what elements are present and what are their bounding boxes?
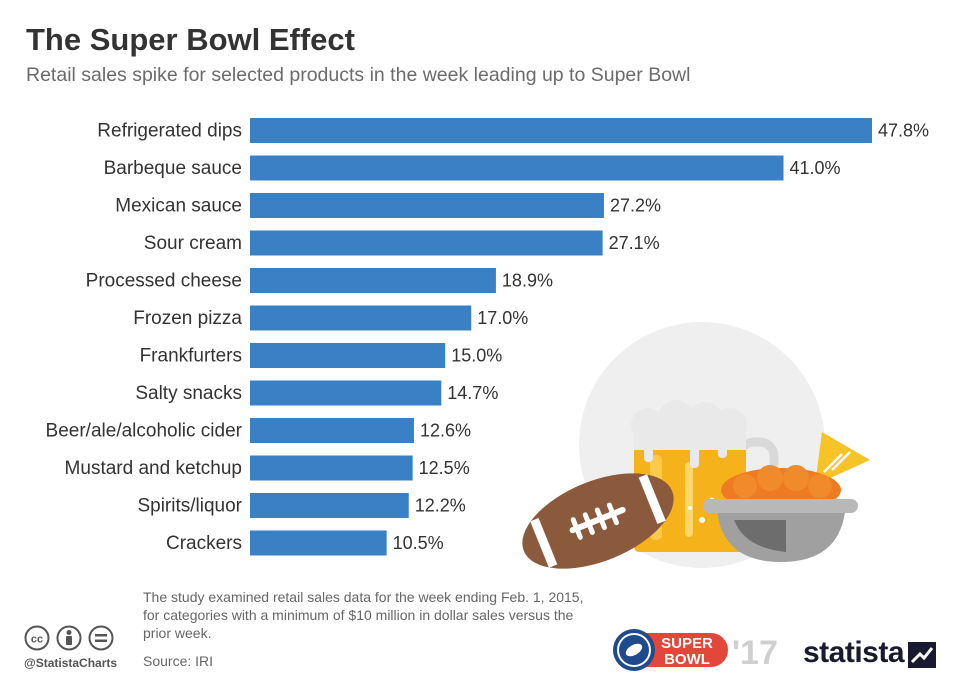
category-label: Crackers: [166, 533, 242, 554]
license-icons[interactable]: cc: [24, 625, 124, 653]
category-label: Salty snacks: [135, 383, 242, 404]
value-label: 17.0%: [477, 308, 528, 328]
category-label: Mexican sauce: [115, 196, 242, 217]
category-label: Sour cream: [144, 233, 242, 254]
bar: [250, 305, 472, 331]
statista-logo[interactable]: statista: [803, 636, 905, 669]
value-label: 47.8%: [878, 121, 929, 141]
category-label: Mustard and ketchup: [65, 458, 242, 479]
by-icon: [56, 625, 82, 651]
bar: [250, 380, 442, 406]
category-label: Frozen pizza: [133, 308, 242, 329]
value-label: 15.0%: [451, 346, 502, 366]
page-title: The Super Bowl Effect: [26, 22, 355, 57]
svg-text:BOWL: BOWL: [664, 651, 710, 668]
nd-icon: [88, 625, 114, 651]
nacho-chip-icon: [815, 432, 870, 485]
value-label: 12.5%: [419, 458, 470, 478]
value-label: 12.6%: [420, 421, 471, 441]
value-label: 27.1%: [609, 233, 660, 253]
bar: [250, 418, 414, 443]
twitter-handle[interactable]: @StatistaCharts: [24, 656, 118, 670]
bar: [250, 268, 496, 293]
page-subtitle: Retail sales spike for selected products…: [26, 64, 691, 86]
value-label: 41.0%: [790, 158, 841, 178]
value-label: 12.2%: [415, 496, 466, 516]
chips-bowl-icon: [703, 465, 858, 562]
bar-chart: Refrigerated dips 47.8% Barbeque sauce 41.0…: [46, 118, 929, 556]
bar: [250, 155, 784, 181]
statista-mark-icon: [908, 642, 936, 668]
footnote: The study examined retail sales data for…: [143, 589, 584, 641]
bar: [250, 530, 387, 556]
category-label: Barbeque sauce: [104, 158, 242, 179]
bar: [250, 230, 603, 256]
super-bowl-year: '17: [732, 634, 778, 672]
bar: [250, 343, 446, 368]
value-label: 27.2%: [610, 196, 661, 216]
bar: [250, 455, 413, 481]
svg-text:SUPER: SUPER: [661, 635, 713, 652]
svg-text:cc: cc: [31, 634, 43, 646]
bar: [250, 493, 409, 518]
category-label: Refrigerated dips: [97, 121, 242, 142]
bar: [250, 193, 604, 218]
category-label: Beer/ale/alcoholic cider: [46, 421, 243, 442]
bar: [250, 118, 872, 143]
source-note: Source: IRI: [143, 653, 214, 669]
value-label: 14.7%: [447, 383, 498, 403]
cc-icon: cc: [24, 625, 50, 651]
football-icon: [522, 473, 674, 569]
category-label: Spirits/liquor: [137, 496, 242, 517]
category-label: Processed cheese: [86, 271, 242, 292]
super-bowl-logo-icon: SUPER BOWL: [613, 629, 728, 671]
value-label: 10.5%: [393, 533, 444, 553]
value-label: 18.9%: [502, 271, 553, 291]
category-label: Frankfurters: [140, 346, 242, 367]
